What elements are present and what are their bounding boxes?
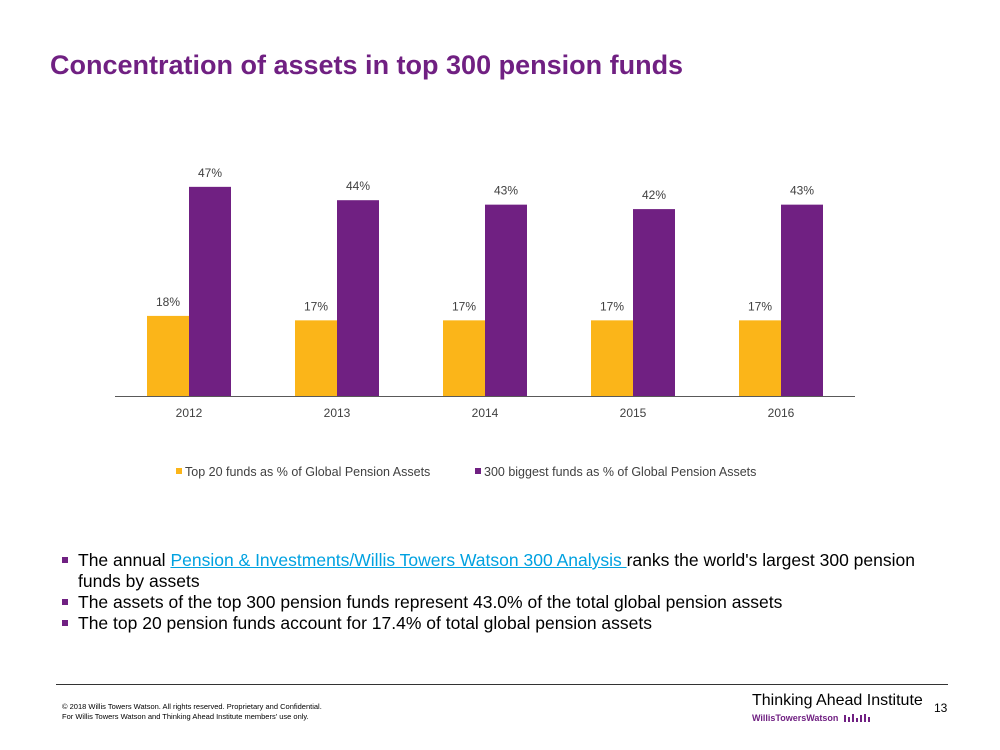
- company-name: WillisTowersWatson: [752, 713, 839, 723]
- x-tick-label: 2013: [324, 406, 351, 420]
- bar-top300-2015: [633, 209, 675, 396]
- wtw-logo-icon: [844, 714, 871, 722]
- data-label: 17%: [748, 299, 772, 313]
- footer-divider: [56, 684, 948, 685]
- copyright-line: For Willis Towers Watson and Thinking Ah…: [62, 712, 309, 721]
- bullet-list: The annual Pension & Investments/Willis …: [62, 550, 962, 634]
- bar-top20-2015: [591, 320, 633, 396]
- x-tick-label: 2016: [768, 406, 795, 420]
- bar-top300-2013: [337, 200, 379, 396]
- slide-title: Concentration of assets in top 300 pensi…: [50, 50, 684, 80]
- copyright-line: © 2018 Willis Towers Watson. All rights …: [62, 702, 322, 711]
- bullet-item: The annual Pension & Investments/Willis …: [62, 550, 962, 592]
- bar-top300-2014: [485, 204, 527, 396]
- x-tick-label: 2015: [620, 406, 647, 420]
- bar-top20-2013: [295, 320, 337, 396]
- legend-swatch: [176, 468, 182, 474]
- data-label: 43%: [494, 184, 518, 198]
- data-label: 44%: [346, 179, 370, 193]
- bar-top20-2012: [147, 315, 189, 396]
- bar-top300-2012: [189, 186, 231, 396]
- legend-swatch: [475, 468, 481, 474]
- data-label: 42%: [642, 188, 666, 202]
- bar-top300-2016: [781, 204, 823, 396]
- bullet-text: The assets of the top 300 pension funds …: [78, 592, 783, 612]
- x-tick-label: 2014: [472, 406, 499, 420]
- data-label: 47%: [198, 166, 222, 180]
- data-label: 17%: [452, 299, 476, 313]
- bullet-text: ranks the world's largest 300 pension fu…: [78, 550, 915, 591]
- data-label: 17%: [600, 299, 624, 313]
- bar-top20-2016: [739, 320, 781, 396]
- brand-logo: Thinking Ahead Institute WillisTowersWat…: [752, 692, 923, 723]
- bar-top20-2014: [443, 320, 485, 396]
- bullet-text: The annual: [78, 550, 171, 570]
- page-number: 13: [934, 701, 948, 715]
- data-label: 17%: [304, 299, 328, 313]
- p-and-i-300-analysis-link[interactable]: Pension & Investments/Willis Towers Wats…: [170, 550, 627, 570]
- bullet-text: The top 20 pension funds account for 17.…: [78, 613, 652, 633]
- company-logo: WillisTowersWatson: [752, 713, 923, 723]
- institute-name: Thinking Ahead Institute: [752, 692, 923, 709]
- legend-label: 300 biggest funds as % of Global Pension…: [484, 465, 756, 479]
- bar-chart: 18% 47% 2012 17% 44% 2013 17% 43% 2014 17% 42% 2015…: [115, 166, 855, 479]
- data-label: 18%: [156, 295, 180, 309]
- bullet-item: The top 20 pension funds account for 17.…: [62, 613, 962, 634]
- data-label: 43%: [790, 184, 814, 198]
- copyright-notice: © 2018 Willis Towers Watson. All rights …: [62, 702, 322, 722]
- bullet-item: The assets of the top 300 pension funds …: [62, 592, 962, 613]
- legend-label: Top 20 funds as % of Global Pension Asse…: [185, 465, 430, 479]
- x-tick-label: 2012: [176, 406, 203, 420]
